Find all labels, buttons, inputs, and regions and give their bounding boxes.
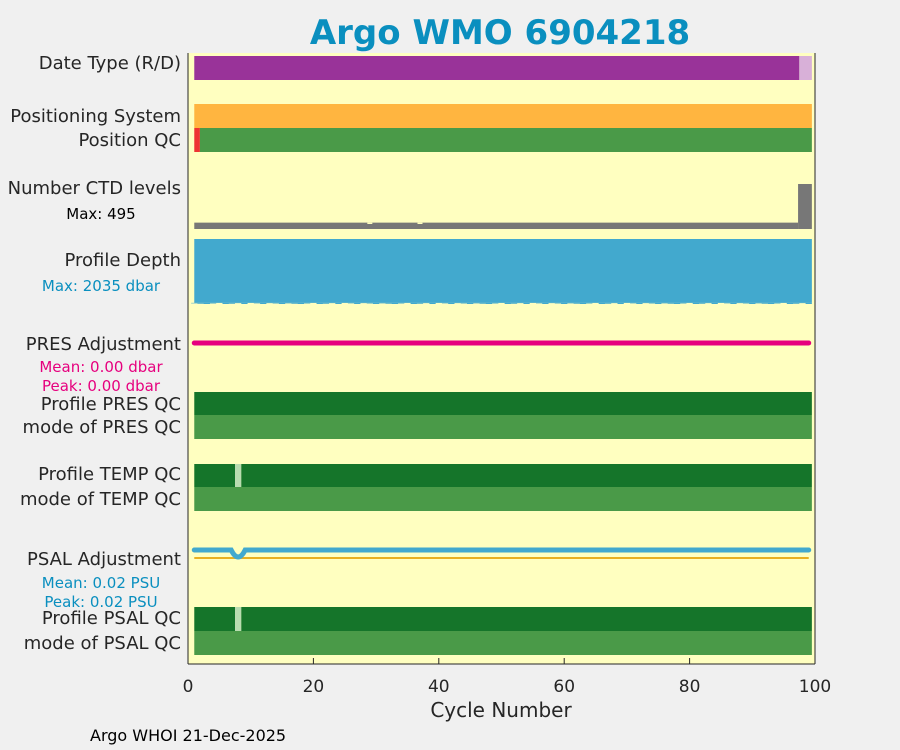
profile-psal-qc-segment bbox=[194, 607, 236, 631]
mode-psal-qc-segment bbox=[194, 631, 812, 655]
x-tick-label: 20 bbox=[303, 677, 325, 697]
profile-psal-qc-segment bbox=[241, 607, 812, 631]
profile-pres-qc-segment bbox=[194, 392, 812, 415]
profile-psal-qc-label: Profile PSAL QC bbox=[42, 608, 181, 629]
x-tick-label: 80 bbox=[679, 677, 701, 697]
mode-temp-qc-segment bbox=[194, 487, 812, 511]
position-qc-label: Position QC bbox=[78, 130, 181, 151]
pres-adjustment-sublabel: Peak: 0.00 dbar bbox=[42, 377, 161, 395]
x-tick-label: 0 bbox=[183, 677, 194, 697]
ctd-levels-dip bbox=[367, 222, 373, 224]
profile-depth-sublabel: Max: 2035 dbar bbox=[42, 277, 161, 295]
x-tick-label: 60 bbox=[553, 677, 575, 697]
profile-psal-qc-segment bbox=[235, 607, 242, 631]
ctd-levels-label: Number CTD levels bbox=[8, 178, 181, 199]
profile-temp-qc-segment bbox=[235, 464, 242, 487]
date-type-label: Date Type (R/D) bbox=[39, 53, 181, 74]
mode-pres-qc-segment bbox=[194, 415, 812, 439]
pres-adjustment-label: PRES Adjustment bbox=[26, 334, 181, 355]
positioning-system-segment bbox=[194, 104, 812, 128]
mode-pres-qc-label: mode of PRES QC bbox=[23, 417, 181, 438]
mode-temp-qc-label: mode of TEMP QC bbox=[20, 489, 181, 510]
ctd-levels-sublabel: Max: 495 bbox=[66, 205, 135, 223]
profile-temp-qc-segment bbox=[194, 464, 236, 487]
position-qc-segment bbox=[194, 128, 200, 152]
x-axis: 0 20 40 60 80 100 bbox=[183, 53, 831, 697]
plot-background bbox=[188, 53, 815, 664]
psal-adjustment-sublabel: Mean: 0.02 PSU bbox=[42, 574, 160, 592]
positioning-system-label: Positioning System bbox=[10, 106, 181, 127]
profile-temp-qc-label: Profile TEMP QC bbox=[38, 464, 181, 485]
date-type-segment bbox=[799, 56, 812, 80]
x-tick-label: 40 bbox=[428, 677, 450, 697]
date-type-segment bbox=[194, 56, 800, 80]
profile-pres-qc-label: Profile PRES QC bbox=[41, 394, 181, 415]
psal-adjustment-line bbox=[191, 547, 812, 560]
x-axis-label: Cycle Number bbox=[430, 698, 572, 722]
chart-marks bbox=[191, 56, 812, 655]
ctd-levels-high-bar bbox=[798, 184, 812, 229]
ctd-levels-dip bbox=[417, 222, 423, 224]
profile-temp-qc-segment bbox=[241, 464, 812, 487]
row-labels: Date Type (R/D) Positioning System Positio… bbox=[8, 53, 181, 654]
pres-adjustment-sublabel: Mean: 0.00 dbar bbox=[39, 358, 163, 376]
psal-adjustment-sublabel: Peak: 0.02 PSU bbox=[44, 593, 157, 611]
chart-title: Argo WMO 6904218 bbox=[310, 13, 690, 53]
x-tick-label: 100 bbox=[799, 677, 831, 697]
footer-credit: Argo WHOI 21-Dec-2025 bbox=[90, 726, 286, 745]
profile-depth-label: Profile Depth bbox=[64, 250, 181, 271]
profile-depth-bar bbox=[194, 239, 812, 303]
profile-depth-variation bbox=[191, 302, 812, 304]
psal-adjustment-label: PSAL Adjustment bbox=[27, 549, 181, 570]
mode-psal-qc-label: mode of PSAL QC bbox=[24, 633, 181, 654]
ctd-levels-bar bbox=[194, 222, 799, 229]
position-qc-segment bbox=[199, 128, 812, 152]
